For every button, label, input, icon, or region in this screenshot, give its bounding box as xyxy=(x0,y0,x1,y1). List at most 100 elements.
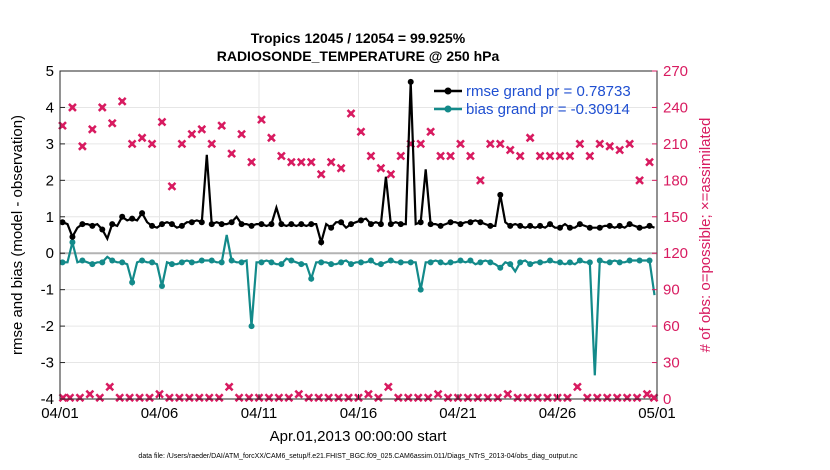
bias-point xyxy=(387,257,394,264)
y-right-tick-label: 270 xyxy=(663,63,688,80)
obs-possible-marker xyxy=(625,139,635,149)
obs-possible-marker xyxy=(436,151,445,161)
bias-point xyxy=(397,259,404,266)
bias-point xyxy=(457,257,464,264)
rmse-point xyxy=(109,221,116,228)
obs-possible-marker xyxy=(316,169,326,179)
legend-label-bias: bias grand pr = -0.30914 xyxy=(466,101,630,118)
bias-point xyxy=(208,257,215,264)
obs-assimilated-marker xyxy=(105,382,115,392)
rmse-point xyxy=(248,222,255,229)
obs-possible-marker xyxy=(117,96,127,106)
bias-point xyxy=(636,257,643,264)
bias-point xyxy=(288,257,295,264)
rmse-point xyxy=(338,219,345,226)
rmse-point xyxy=(119,213,126,220)
obs-assimilated-marker xyxy=(523,393,533,403)
obs-assimilated-marker xyxy=(184,393,194,403)
bias-point xyxy=(467,257,474,264)
rmse-point xyxy=(606,222,613,229)
obs-assimilated-marker xyxy=(473,393,483,403)
obs-assimilated-marker xyxy=(483,393,493,403)
bias-point xyxy=(407,259,414,266)
obs-possible-marker xyxy=(515,151,525,161)
rmse-point xyxy=(487,222,494,229)
x-axis: 04/01 04/06 04/11 04/16 04/21 04/26 05/01 xyxy=(41,394,676,422)
x-tick-label: 04/01 xyxy=(41,405,79,422)
obs-assimilated-marker xyxy=(194,393,204,403)
bias-point xyxy=(348,261,355,268)
obs-possible-marker xyxy=(247,157,256,167)
bias-point xyxy=(298,261,305,268)
rmse-point xyxy=(178,222,185,229)
obs-possible-marker xyxy=(207,139,217,149)
bias-point xyxy=(427,259,434,266)
x-tick-label: 04/16 xyxy=(340,405,378,422)
rmse-point xyxy=(387,221,394,228)
obs-assimilated-marker xyxy=(284,393,294,403)
obs-assimilated-marker xyxy=(649,393,659,403)
bias-point xyxy=(586,259,593,266)
obs-assimilated-marker xyxy=(403,393,413,403)
obs-assimilated-marker xyxy=(234,393,244,403)
grid xyxy=(59,70,658,400)
bias-point xyxy=(149,259,156,266)
obs-possible-marker xyxy=(336,163,346,173)
obs-possible-marker xyxy=(267,133,276,143)
obs-possible-marker xyxy=(426,127,436,137)
obs-possible-marker xyxy=(505,145,515,155)
x-axis-label: Apr.01,2013 00:00:00 start xyxy=(270,428,448,445)
obs-possible-marker xyxy=(277,151,286,161)
bias-point xyxy=(576,257,583,264)
obs-possible-marker xyxy=(525,133,535,143)
y-left-tick-label: -3 xyxy=(41,355,54,372)
obs-possible-marker xyxy=(456,139,465,149)
obs-possible-marker xyxy=(167,182,177,191)
obs-possible-marker xyxy=(197,124,207,134)
y-right-tick-label: 240 xyxy=(663,99,688,116)
rmse-point xyxy=(407,78,414,85)
obs-assimilated-marker xyxy=(224,382,234,392)
rmse-point xyxy=(318,239,325,246)
obs-possible-marker xyxy=(645,157,654,167)
bias-point xyxy=(606,259,613,266)
obs-possible-marker xyxy=(187,129,197,139)
obs-assimilated-marker xyxy=(344,393,353,403)
bias-point xyxy=(487,259,494,266)
obs-assimilated-marker xyxy=(563,393,572,403)
obs-assimilated-marker xyxy=(274,393,284,403)
obs-assimilated-marker xyxy=(533,393,542,403)
obs-possible-marker xyxy=(555,151,565,161)
bias-point xyxy=(59,259,66,266)
obs-assimilated-marker xyxy=(493,393,503,403)
y-axis-left-label: rmse and bias (model - observation) xyxy=(9,115,26,355)
data-file-footnote: data file: /Users/raeder/DAI/ATM_forcXX/… xyxy=(138,453,578,460)
bias-point xyxy=(646,257,653,264)
rmse-point xyxy=(149,222,156,229)
rmse-point xyxy=(357,217,364,224)
rmse-point xyxy=(258,221,265,228)
obs-possible-marker xyxy=(157,117,167,127)
rmse-point xyxy=(308,221,315,228)
rmse-point xyxy=(586,224,593,231)
obs-assimilated-marker xyxy=(145,393,154,403)
obs-possible-marker xyxy=(217,121,227,131)
obs-assimilated-marker xyxy=(543,393,552,403)
bias-point xyxy=(547,257,554,264)
obs-assimilated-marker xyxy=(125,393,135,403)
y-left-tick-label: -4 xyxy=(41,391,54,408)
obs-possible-marker xyxy=(595,139,605,149)
obs-assimilated-marker xyxy=(622,393,632,403)
obs-assimilated-marker xyxy=(582,393,592,403)
obs-assimilated-marker xyxy=(135,393,144,403)
bias-point xyxy=(178,259,185,266)
bias-point xyxy=(119,259,126,266)
obs-possible-marker xyxy=(68,103,77,112)
y-right-tick-label: 30 xyxy=(663,355,680,372)
rmse-point xyxy=(417,219,424,226)
obs-possible-marker xyxy=(286,157,296,167)
obs-possible-marker xyxy=(78,141,87,151)
x-tick-label: 04/06 xyxy=(141,405,179,422)
bias-point xyxy=(497,264,504,271)
